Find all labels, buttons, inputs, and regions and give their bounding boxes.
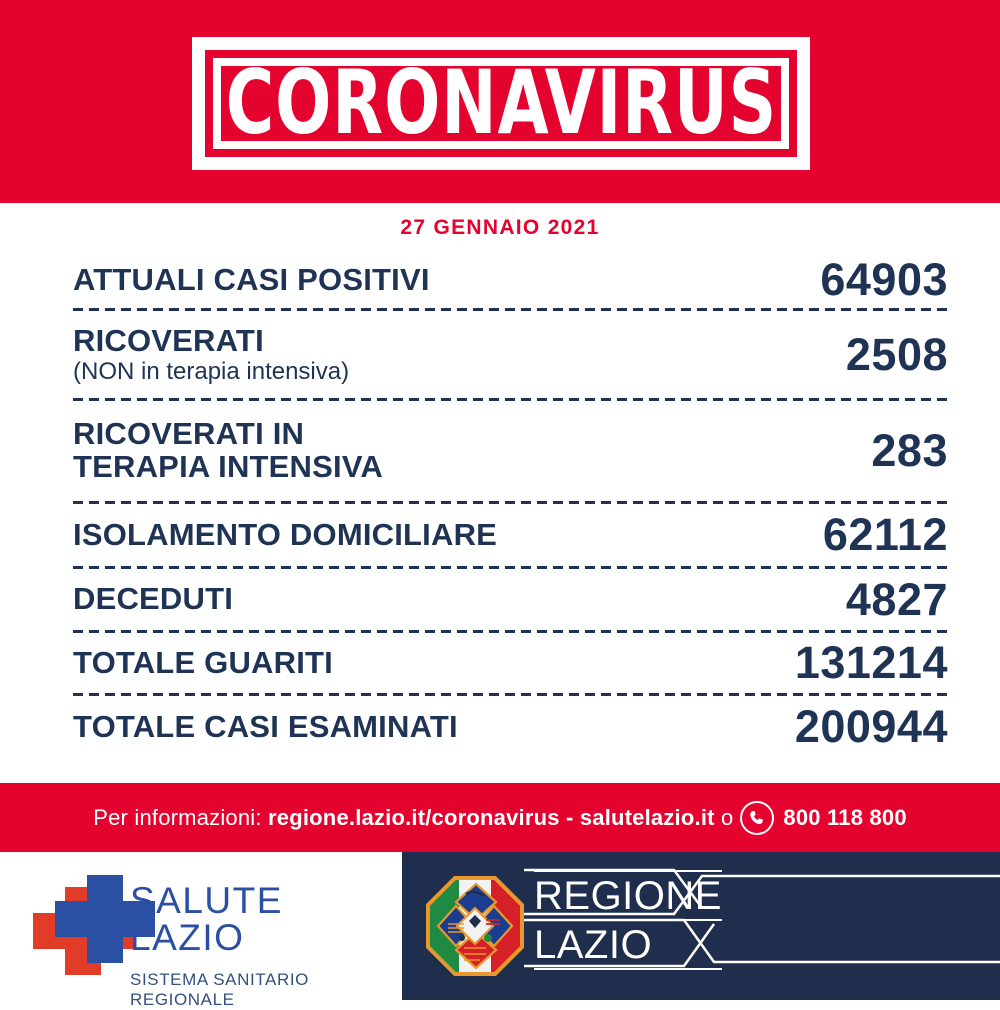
table-row: ISOLAMENTO DOMICILIARE 62112: [73, 504, 948, 566]
row-value: 283: [871, 425, 948, 476]
row-label: DECEDUTI: [73, 581, 234, 617]
row-separator: [73, 398, 948, 401]
row-separator: [73, 566, 948, 569]
regione-lazio-logo: REGIONE LAZIO: [402, 852, 1000, 1000]
info-conjunction: o: [720, 804, 734, 830]
salute-lazio-logo: SALUTE LAZIO SISTEMA SANITARIO REGIONALE: [0, 852, 402, 1009]
table-row: RICOVERATI (NON in terapia intensiva) 25…: [73, 311, 948, 398]
table-row: TOTALE CASI ESAMINATI 200944: [73, 696, 948, 758]
info-prefix: Per informazioni:: [93, 804, 262, 830]
info-bar-content: Per informazioni: regione.lazio.it/coron…: [93, 800, 907, 835]
salute-lazio-text: SALUTE LAZIO SISTEMA SANITARIO REGIONALE: [130, 882, 402, 1010]
row-label-main: RICOVERATI: [73, 322, 264, 358]
salute-title: SALUTE LAZIO: [130, 880, 283, 958]
row-value: 131214: [794, 637, 948, 688]
phone-circle-icon: [740, 800, 775, 835]
stats-table: ATTUALI CASI POSITIVI 64903 RICOVERATI (…: [73, 252, 948, 758]
table-row: DECEDUTI 4827: [73, 569, 948, 630]
row-label: TOTALE CASI ESAMINATI: [73, 708, 458, 744]
regione-lazio-coat-of-arms-icon: [426, 876, 524, 976]
row-separator: [73, 308, 948, 311]
info-websites[interactable]: regione.lazio.it/coronavirus - salutelaz…: [268, 804, 715, 830]
salute-subtitle: SISTEMA SANITARIO REGIONALE: [130, 970, 309, 1009]
row-value: 64903: [820, 254, 948, 305]
regione-lazio-text: REGIONE LAZIO: [534, 870, 722, 970]
row-value: 62112: [822, 509, 948, 560]
row-value: 200944: [794, 701, 948, 752]
row-label-line1: RICOVERATI IN: [73, 416, 305, 452]
row-label-line2: TERAPIA INTENSIVA: [73, 449, 383, 484]
row-separator: [73, 501, 948, 504]
title-frame: CORONAVIRUS: [192, 37, 810, 170]
row-label: ATTUALI CASI POSITIVI: [73, 261, 430, 297]
row-value: 4827: [845, 573, 948, 625]
row-label: RICOVERATI (NON in terapia intensiva): [73, 322, 350, 385]
row-label-sub: (NON in terapia intensiva): [73, 357, 350, 385]
row-label: ISOLAMENTO DOMICILIARE: [73, 516, 498, 552]
table-row: ATTUALI CASI POSITIVI 64903: [73, 252, 948, 308]
title-frame-inner: CORONAVIRUS: [213, 58, 789, 149]
info-bar: Per informazioni: regione.lazio.it/coron…: [0, 783, 1000, 852]
info-phone-number: 800 118 800: [783, 804, 907, 830]
regione-label: REGIONE: [534, 870, 722, 921]
table-row: TOTALE GUARITI 131214: [73, 633, 948, 693]
lazio-label: LAZIO: [534, 921, 722, 970]
cross-logo-icon: [33, 875, 155, 975]
row-value: 2508: [845, 328, 948, 380]
row-separator: [73, 630, 948, 633]
table-row: RICOVERATI IN TERAPIA INTENSIVA 283: [73, 401, 948, 501]
header-banner: CORONAVIRUS: [0, 0, 1000, 203]
report-date: 27 GENNAIO 2021: [400, 216, 600, 239]
page-title: CORONAVIRUS: [225, 51, 777, 155]
cross-blue-shape: [55, 875, 155, 963]
row-label: RICOVERATI IN TERAPIA INTENSIVA: [73, 416, 383, 484]
row-separator: [73, 693, 948, 696]
footer: SALUTE LAZIO SISTEMA SANITARIO REGIONALE: [0, 852, 1000, 1009]
row-label: TOTALE GUARITI: [73, 644, 333, 680]
